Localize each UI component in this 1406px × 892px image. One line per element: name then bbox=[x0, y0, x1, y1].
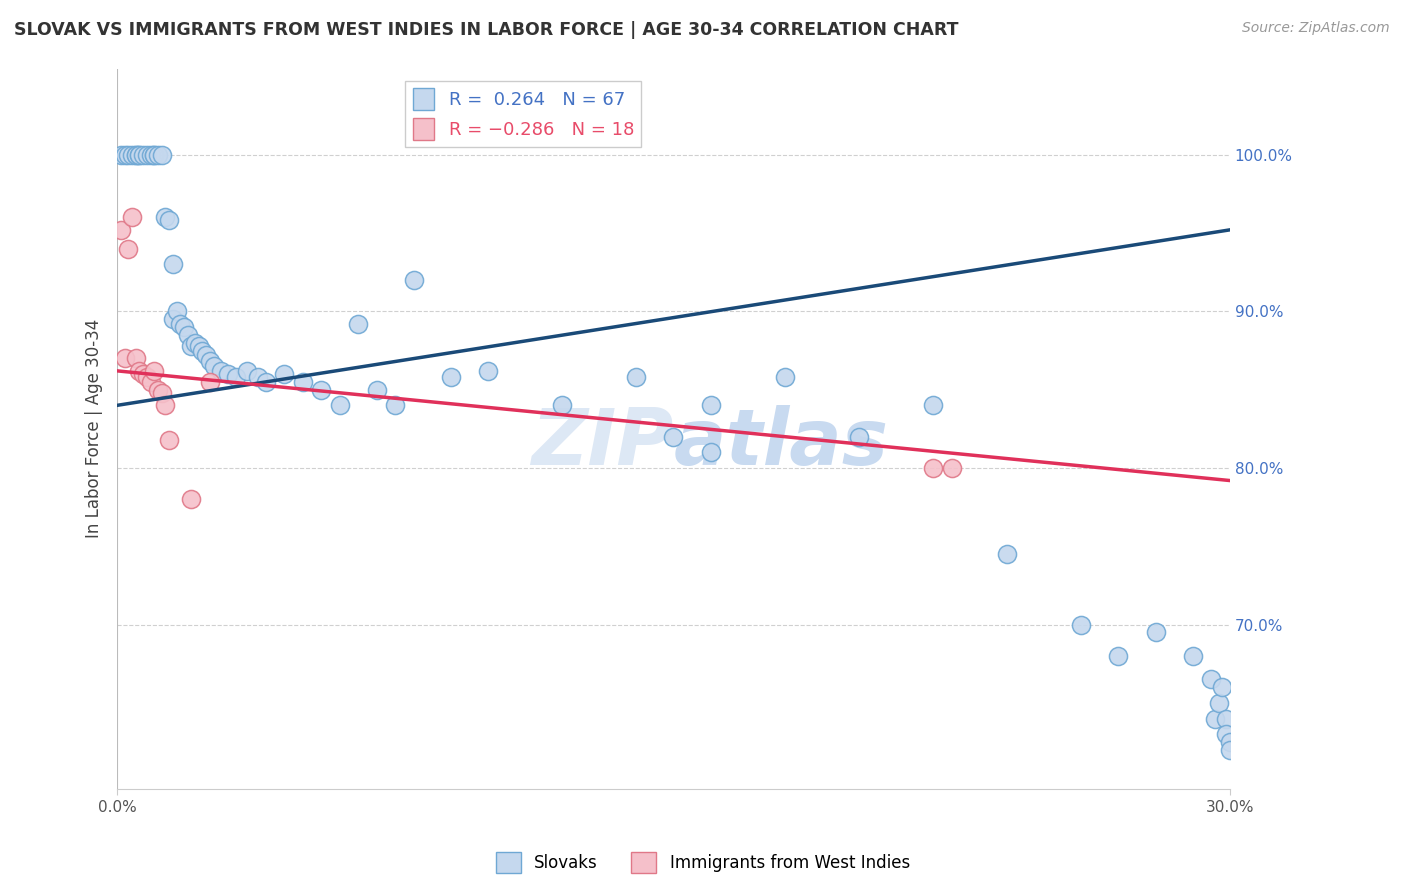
Point bbox=[225, 370, 247, 384]
Point bbox=[626, 370, 648, 384]
Point bbox=[187, 339, 209, 353]
Point bbox=[125, 147, 148, 161]
Point bbox=[1208, 696, 1230, 710]
Point bbox=[1181, 648, 1204, 663]
Point bbox=[114, 351, 136, 366]
Point bbox=[191, 343, 214, 358]
Point bbox=[117, 242, 139, 256]
Point bbox=[143, 147, 166, 161]
Point bbox=[125, 147, 148, 161]
Point bbox=[135, 147, 157, 161]
Point bbox=[773, 370, 796, 384]
Point bbox=[922, 398, 945, 412]
Point bbox=[551, 398, 574, 412]
Point bbox=[1215, 712, 1237, 726]
Point bbox=[125, 351, 148, 366]
Point bbox=[180, 492, 202, 507]
Point bbox=[1107, 648, 1129, 663]
Point bbox=[941, 461, 963, 475]
Point bbox=[329, 398, 352, 412]
Point bbox=[146, 383, 169, 397]
Point bbox=[922, 461, 945, 475]
Point bbox=[150, 385, 173, 400]
Point bbox=[1219, 735, 1241, 749]
Point bbox=[995, 547, 1018, 561]
Point bbox=[110, 147, 132, 161]
Point bbox=[114, 147, 136, 161]
Point bbox=[236, 364, 259, 378]
Point bbox=[273, 367, 295, 381]
Point bbox=[135, 370, 157, 384]
Point bbox=[180, 339, 202, 353]
Point bbox=[198, 375, 221, 389]
Point bbox=[176, 327, 198, 342]
Point bbox=[254, 375, 277, 389]
Point bbox=[198, 354, 221, 368]
Point bbox=[128, 147, 150, 161]
Point bbox=[699, 445, 721, 459]
Point bbox=[157, 433, 180, 447]
Point bbox=[384, 398, 406, 412]
Point bbox=[1211, 681, 1233, 695]
Point bbox=[143, 364, 166, 378]
Point bbox=[195, 348, 218, 362]
Y-axis label: In Labor Force | Age 30-34: In Labor Force | Age 30-34 bbox=[86, 319, 103, 539]
Point bbox=[155, 398, 177, 412]
Point bbox=[121, 147, 143, 161]
Point bbox=[128, 364, 150, 378]
Point bbox=[121, 211, 143, 225]
Point bbox=[139, 147, 162, 161]
Point bbox=[169, 317, 191, 331]
Point bbox=[173, 320, 195, 334]
Point bbox=[110, 223, 132, 237]
Point bbox=[1070, 617, 1092, 632]
Point bbox=[1215, 727, 1237, 741]
Point bbox=[155, 211, 177, 225]
Point bbox=[132, 147, 155, 161]
Text: SLOVAK VS IMMIGRANTS FROM WEST INDIES IN LABOR FORCE | AGE 30-34 CORRELATION CHA: SLOVAK VS IMMIGRANTS FROM WEST INDIES IN… bbox=[14, 21, 959, 38]
Point bbox=[402, 273, 425, 287]
Point bbox=[132, 367, 155, 381]
Point bbox=[157, 213, 180, 227]
Point bbox=[143, 147, 166, 161]
Point bbox=[146, 147, 169, 161]
Point bbox=[162, 257, 184, 271]
Text: Source: ZipAtlas.com: Source: ZipAtlas.com bbox=[1241, 21, 1389, 35]
Point bbox=[477, 364, 499, 378]
Point bbox=[1144, 625, 1167, 640]
Point bbox=[139, 375, 162, 389]
Point bbox=[117, 147, 139, 161]
Point bbox=[1199, 673, 1222, 687]
Point bbox=[291, 375, 314, 389]
Point bbox=[699, 398, 721, 412]
Point bbox=[128, 147, 150, 161]
Legend: Slovaks, Immigrants from West Indies: Slovaks, Immigrants from West Indies bbox=[489, 846, 917, 880]
Point bbox=[347, 317, 370, 331]
Point bbox=[440, 370, 463, 384]
Text: atlas: atlas bbox=[673, 405, 889, 482]
Point bbox=[150, 147, 173, 161]
Point bbox=[209, 364, 232, 378]
Point bbox=[202, 359, 225, 374]
Point bbox=[166, 304, 188, 318]
Point bbox=[366, 383, 388, 397]
Point bbox=[662, 430, 685, 444]
Point bbox=[1219, 743, 1241, 757]
Point bbox=[848, 430, 870, 444]
Point bbox=[184, 335, 207, 350]
Point bbox=[162, 312, 184, 326]
Point bbox=[247, 370, 270, 384]
Text: ZIP: ZIP bbox=[531, 405, 673, 482]
Point bbox=[217, 367, 239, 381]
Point bbox=[309, 383, 332, 397]
Legend: R =  0.264   N = 67, R = −0.286   N = 18: R = 0.264 N = 67, R = −0.286 N = 18 bbox=[405, 81, 641, 147]
Point bbox=[1204, 712, 1226, 726]
